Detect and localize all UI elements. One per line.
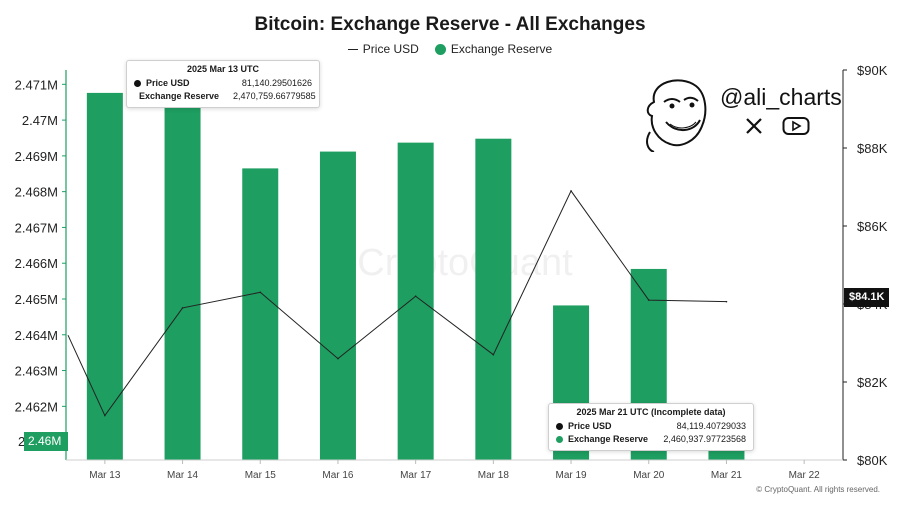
price-point: [104, 414, 106, 417]
x-tick-label: Mar 19: [555, 470, 587, 481]
tooltip-row-reserve: Exchange Reserve 2,470,759.66779585: [134, 90, 316, 103]
reserve-bar: [397, 142, 434, 460]
legend-line-icon: [347, 48, 358, 50]
author-brand: @ali_charts: [640, 72, 842, 153]
left-tick-label: 2.467M: [15, 220, 58, 235]
price-point: [181, 307, 184, 309]
left-tick-label: 2.469M: [15, 149, 58, 164]
reserve-bar: [242, 168, 279, 460]
price-point: [492, 353, 495, 356]
left-tick-label: 2.464M: [15, 328, 58, 343]
left-tick-label: 2.471M: [15, 77, 58, 92]
chart-title: Bitcoin: Exchange Reserve - All Exchange…: [254, 14, 646, 35]
price-point: [647, 299, 650, 301]
right-tick-label: $90K: [857, 63, 888, 78]
price-point: [337, 357, 339, 360]
legend-item-reserve[interactable]: Exchange Reserve: [434, 42, 553, 56]
tooltip-label: Exchange Reserve: [139, 91, 220, 101]
x-tick-label: Mar 17: [400, 470, 432, 481]
left-axis-current-tag: 2.46M: [24, 432, 68, 451]
copyright-note: © CryptoQuant. All rights reserved.: [756, 485, 880, 494]
right-tick-label: $86K: [857, 219, 888, 234]
tooltip-label: Exchange Reserve: [568, 434, 649, 444]
price-point: [259, 291, 262, 294]
author-handle: @ali_charts: [720, 84, 842, 110]
reserve-bar: [475, 138, 512, 460]
left-tick-label-partial: 2.: [18, 434, 29, 449]
tooltip-value: 2,470,759.66779585: [233, 91, 316, 101]
right-axis-current-tag: $84.1K: [844, 288, 890, 307]
right-tick-label: $88K: [857, 141, 888, 156]
tooltip-row-reserve: Exchange Reserve 2,460,937.97723568: [556, 433, 746, 446]
legend-label-reserve: Exchange Reserve: [450, 42, 553, 56]
reserve-bar: [164, 107, 201, 460]
dot-icon: [556, 436, 563, 443]
right-tick-label: $82K: [857, 375, 888, 390]
youtube-icon[interactable]: [782, 116, 810, 136]
left-tick-label: 2.462M: [15, 399, 58, 414]
tooltip-value: 2,460,937.97723568: [663, 434, 746, 444]
x-tick-label: Mar 15: [245, 470, 277, 481]
tooltip-label: Price USD: [146, 78, 190, 88]
price-point: [725, 300, 728, 303]
tooltip-title: 2025 Mar 21 UTC (Incomplete data): [576, 407, 726, 417]
right-axis-ticks: $90K$88K$86K$84K$82K$80K: [843, 63, 888, 468]
dot-icon: [556, 423, 563, 430]
tooltip-value: 84,119.40729033: [676, 421, 746, 431]
tooltip-title: 2025 Mar 13 UTC: [186, 64, 260, 74]
troll-face-avatar-icon: [646, 79, 707, 153]
price-series-line: [67, 189, 727, 417]
left-tick-label: 2.47M: [22, 113, 58, 128]
x-tick-label: Mar 18: [478, 470, 510, 481]
chart-legend: Price USD Exchange Reserve: [0, 42, 900, 56]
x-tick-label: Mar 14: [167, 470, 199, 481]
tooltip-value: 81,140.29501626: [241, 78, 312, 88]
x-tick-label: Mar 16: [322, 470, 354, 481]
left-axis-ticks: 2.471M 2.47M 2.469M 2.468M 2.467M 2.466M 2.465…: [15, 77, 66, 449]
tooltip-row-price: Price USD 81,140.29501626: [134, 77, 312, 90]
price-line: [67, 189, 728, 417]
dot-icon: [134, 80, 141, 87]
x-logo-icon[interactable]: [744, 116, 764, 136]
x-tick-label: Mar 21: [711, 470, 743, 481]
x-tick-label: Mar 22: [789, 470, 821, 481]
right-tick-label: $80K: [857, 453, 888, 468]
tooltip-label: Price USD: [568, 421, 612, 431]
watermark: CryptoQuant: [357, 242, 573, 284]
price-point: [414, 295, 417, 298]
legend-label-price: Price USD: [362, 42, 419, 56]
left-tick-label: 2.466M: [15, 256, 58, 271]
x-tick-label: Mar 20: [633, 470, 665, 481]
legend-dot-icon: [434, 43, 446, 55]
reserve-bar: [86, 92, 123, 461]
legend-item-price[interactable]: Price USD: [347, 42, 419, 56]
tooltip-row-price: Price USD 84,119.40729033: [556, 420, 746, 433]
x-axis-ticks: Mar 13 Mar 14 Mar 15 Mar 16 Mar 17 Mar 18 Mar …: [89, 460, 820, 481]
left-tick-label: 2.468M: [15, 185, 58, 200]
left-tick-label: 2.463M: [15, 364, 58, 379]
x-tick-label: Mar 13: [89, 470, 121, 481]
tooltip-mar-13: 2025 Mar 13 UTC Price USD 81,140.2950162…: [126, 60, 320, 108]
price-point: [570, 190, 572, 192]
reserve-bar: [319, 151, 356, 460]
axes: [65, 70, 844, 461]
tooltip-mar-21: 2025 Mar 21 UTC (Incomplete data) Price …: [548, 403, 754, 451]
left-tick-label: 2.465M: [15, 292, 58, 307]
